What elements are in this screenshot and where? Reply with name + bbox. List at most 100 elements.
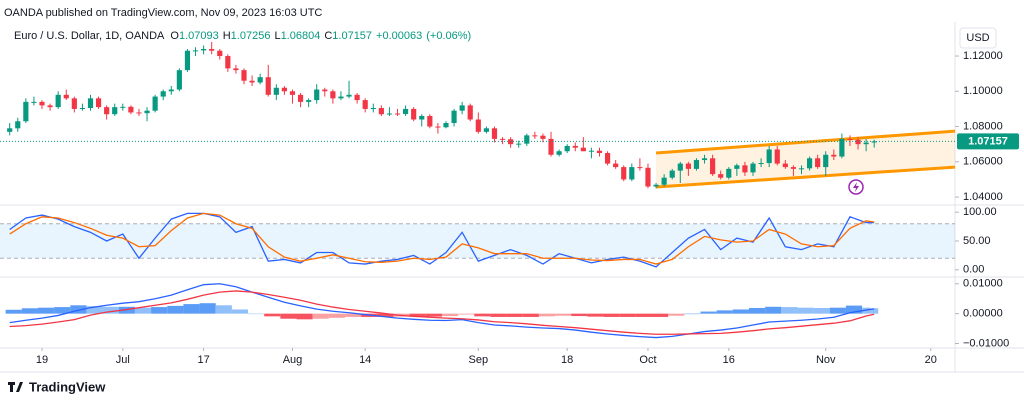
candle-body (669, 170, 675, 178)
x-tick-label: 14 (359, 354, 371, 366)
candle-body (475, 119, 481, 132)
candle-body (491, 128, 498, 139)
y-tick-label: 50.00 (963, 235, 991, 247)
candle-body (766, 149, 772, 164)
candle-body (241, 70, 247, 81)
candle-body (580, 147, 586, 152)
histogram-bar (377, 313, 394, 317)
candle-body (7, 128, 13, 132)
histogram-bar (619, 313, 636, 317)
x-tick-label: Aug (283, 354, 303, 366)
alert-bolt[interactable] (853, 182, 859, 192)
candle-body (112, 107, 118, 115)
histogram-bar (732, 309, 749, 314)
candle-body (71, 98, 77, 109)
y-tick-label: 0.00 (963, 264, 984, 276)
currency[interactable]: USD (966, 32, 989, 44)
candle-body (483, 128, 489, 132)
candle-body (168, 89, 174, 92)
candle-body (144, 110, 150, 114)
candle-body (346, 94, 352, 97)
histogram-bar (652, 313, 669, 317)
candle-body (265, 77, 271, 95)
x-tick-label: 20 (925, 354, 937, 366)
histogram-bar (845, 305, 863, 314)
histogram-bar (490, 313, 507, 317)
candle-body (297, 94, 304, 102)
candle-body (47, 105, 53, 108)
x-tick-label: Nov (816, 354, 836, 366)
candle-body (685, 163, 691, 169)
candle-body (516, 143, 522, 145)
candle-body (209, 48, 215, 51)
currency-box[interactable] (959, 27, 997, 49)
histogram-bar (555, 313, 572, 316)
candle-body (136, 112, 142, 114)
candle-body (831, 154, 837, 157)
x-tick-label: 16 (723, 354, 735, 366)
candle-body (15, 121, 21, 129)
candle-body (782, 163, 788, 168)
candle-body (443, 123, 449, 128)
candle-body (661, 177, 667, 185)
candle-body (734, 165, 740, 169)
logo-text: TradingView (29, 379, 106, 394)
candle-body (693, 160, 700, 169)
low-value: 1.06804 (281, 30, 321, 42)
alert-circle[interactable] (848, 179, 864, 195)
candle-body (257, 77, 263, 83)
candle-body (588, 150, 595, 152)
histogram-bar (344, 313, 362, 317)
open-value: 1.07093 (179, 30, 219, 42)
candle-body (55, 94, 61, 108)
candle-body (104, 107, 110, 115)
logo-mark (8, 382, 23, 392)
histogram-bar (199, 303, 216, 314)
histogram-bar (587, 313, 604, 317)
histogram-bar (603, 313, 620, 317)
ohlc-letter: H (223, 30, 231, 42)
candle-body (596, 150, 603, 153)
candle-body (233, 68, 239, 71)
histogram-bar (506, 313, 523, 317)
histogram-bar (441, 313, 459, 317)
candle-body (225, 56, 231, 69)
histogram-bar (425, 313, 442, 317)
y-tick-label: −0.01000 (963, 337, 1009, 349)
candle-body (847, 138, 853, 140)
candle-body (459, 105, 465, 111)
candle-body (370, 108, 376, 110)
candle-body (855, 139, 861, 145)
candle-body (839, 138, 845, 157)
y-tick-label: 1.06000 (963, 156, 1003, 168)
histogram-bar (668, 313, 685, 316)
candle-body (63, 94, 69, 99)
y-tick-label: 1.10000 (963, 85, 1003, 97)
candle-body (306, 100, 312, 102)
histogram-bar (571, 313, 588, 317)
histogram-bar (829, 307, 846, 314)
histogram-bar (538, 313, 556, 317)
ohlc-letter: C (324, 30, 332, 42)
candle-body (95, 98, 102, 108)
alert-icon[interactable] (848, 179, 864, 195)
candle-body (629, 167, 635, 180)
histogram-bar (280, 313, 297, 319)
histogram-bar (5, 309, 22, 314)
candle-body (281, 87, 287, 92)
indicator-line (9, 212, 875, 268)
candle-body (411, 108, 417, 120)
histogram-bar (684, 313, 701, 315)
candle-body (354, 94, 360, 101)
candle-body (289, 91, 296, 95)
histogram-bar (522, 313, 539, 317)
candle-body (532, 135, 538, 137)
indicator-line (9, 283, 875, 339)
candle-body (653, 184, 659, 187)
candle-body (645, 167, 651, 187)
published-note: OANDA published on TradingView.com, Nov … (4, 7, 322, 19)
histogram-bar (37, 307, 55, 314)
histogram-bar (151, 307, 168, 314)
legend: Euro / U.S. Dollar, 1D, OANDA O1.07093 H1.… (14, 30, 471, 42)
